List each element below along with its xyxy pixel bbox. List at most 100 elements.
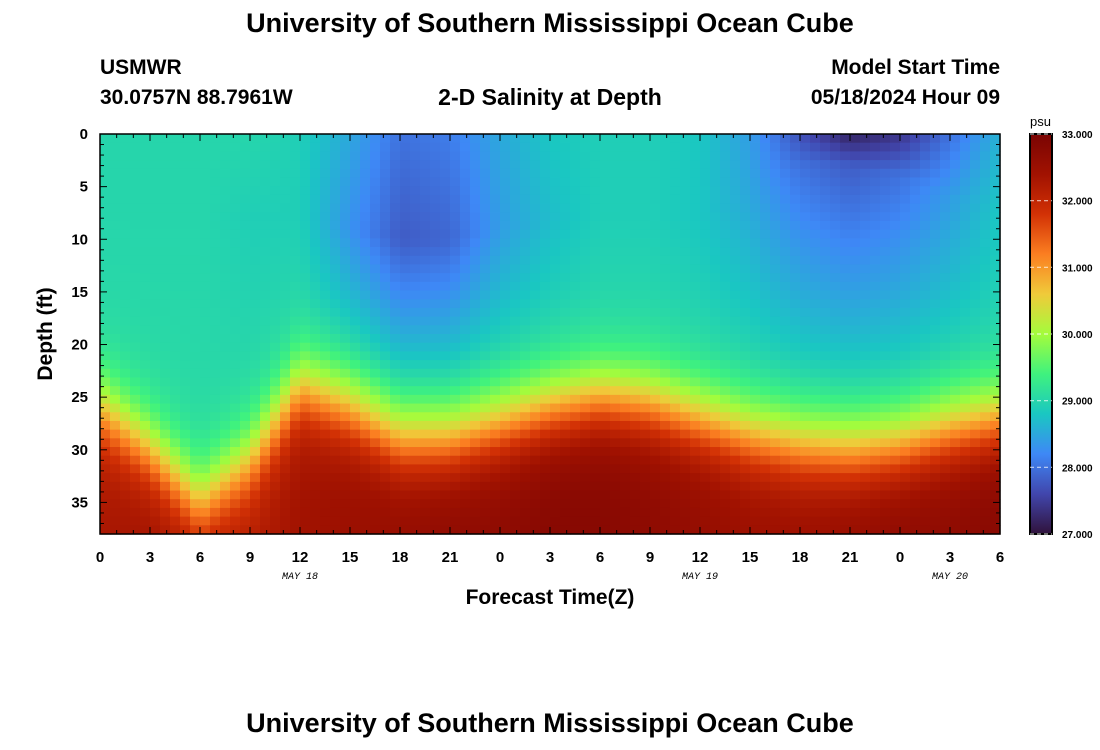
heatmap-cell xyxy=(250,220,261,231)
heatmap-cell xyxy=(410,447,421,457)
heatmap-cell xyxy=(460,264,471,274)
heatmap-cell xyxy=(440,473,451,483)
heatmap-cell xyxy=(290,273,301,283)
heatmap-cell xyxy=(370,238,381,248)
heatmap-cell xyxy=(230,368,241,379)
heatmap-cell xyxy=(390,273,401,283)
heatmap-cell xyxy=(400,220,411,231)
heatmap-cell xyxy=(430,360,441,370)
heatmap-cell xyxy=(870,151,881,161)
heatmap-cell xyxy=(560,264,571,274)
heatmap-cell xyxy=(770,290,781,300)
heatmap-cell xyxy=(720,325,731,335)
heatmap-cell xyxy=(180,168,191,179)
x-tick-label: 6 xyxy=(996,549,1004,566)
heatmap-cell xyxy=(800,255,811,266)
heatmap-cell xyxy=(970,377,981,387)
heatmap-cell xyxy=(540,507,551,518)
heatmap-cell xyxy=(400,273,411,283)
heatmap-cell xyxy=(300,438,311,448)
heatmap-cell xyxy=(470,464,481,474)
heatmap-cell xyxy=(490,316,501,326)
heatmap-cell xyxy=(970,255,981,266)
heatmap-cell xyxy=(200,420,211,431)
heatmap-cell xyxy=(280,177,291,187)
heatmap-cell xyxy=(800,377,811,387)
heatmap-cell xyxy=(660,186,671,196)
heatmap-cell xyxy=(590,368,601,379)
heatmap-cell xyxy=(910,290,921,300)
heatmap-cell xyxy=(120,525,131,535)
heatmap-cell xyxy=(290,247,301,257)
heatmap-cell xyxy=(940,481,951,492)
heatmap-cell xyxy=(570,351,581,361)
heatmap-cell xyxy=(510,273,521,283)
heatmap-cell xyxy=(850,386,861,396)
heatmap-cell xyxy=(800,447,811,457)
heatmap-cell xyxy=(760,134,771,144)
heatmap-cell xyxy=(160,194,171,205)
heatmap-cell xyxy=(310,499,321,509)
heatmap-cell xyxy=(110,281,121,292)
heatmap-cell xyxy=(440,290,451,300)
heatmap-cell xyxy=(530,403,541,413)
heatmap-cell xyxy=(350,134,361,144)
heatmap-cell xyxy=(950,525,961,535)
heatmap-cell xyxy=(450,412,461,422)
heatmap-cell xyxy=(530,238,541,248)
heatmap-cell xyxy=(860,151,871,161)
heatmap-cell xyxy=(470,247,481,257)
heatmap-cell xyxy=(760,490,771,500)
heatmap-cell xyxy=(460,273,471,283)
heatmap-cell xyxy=(970,516,981,526)
heatmap-cell xyxy=(260,134,271,144)
heatmap-cell xyxy=(880,525,891,535)
heatmap-cell xyxy=(850,290,861,300)
heatmap-cell xyxy=(760,403,771,413)
heatmap-cell xyxy=(840,255,851,266)
heatmap-cell xyxy=(810,481,821,492)
heatmap-cell xyxy=(980,351,991,361)
heatmap-cell xyxy=(900,516,911,526)
heatmap-cell xyxy=(290,464,301,474)
heatmap-cell xyxy=(400,168,411,179)
heatmap-cell xyxy=(840,394,851,405)
heatmap-cell xyxy=(850,194,861,205)
heatmap-cell xyxy=(510,429,521,439)
heatmap-cell xyxy=(770,525,781,535)
heatmap-cell xyxy=(150,429,161,439)
heatmap-cell xyxy=(510,464,521,474)
heatmap-cell xyxy=(980,438,991,448)
heatmap-cell xyxy=(670,525,681,535)
heatmap-cell xyxy=(820,342,831,352)
heatmap-cell xyxy=(920,334,931,344)
heatmap-cell xyxy=(250,499,261,509)
heatmap-cell xyxy=(710,220,721,231)
heatmap-cell xyxy=(210,386,221,396)
heatmap-cell xyxy=(340,290,351,300)
heatmap-cell xyxy=(490,264,501,274)
heatmap-cell xyxy=(430,481,441,492)
heatmap-cell xyxy=(840,186,851,196)
heatmap-cell xyxy=(360,368,371,379)
heatmap-cell xyxy=(580,342,591,352)
heatmap-cell xyxy=(750,255,761,266)
heatmap-cell xyxy=(270,377,281,387)
heatmap-cell xyxy=(500,334,511,344)
heatmap-cell xyxy=(180,264,191,274)
heatmap-cell xyxy=(690,273,701,283)
heatmap-cell xyxy=(360,403,371,413)
heatmap-cell xyxy=(620,177,631,187)
heatmap-cell xyxy=(940,290,951,300)
heatmap-cell xyxy=(120,368,131,379)
heatmap-cell xyxy=(480,525,491,535)
heatmap-cell xyxy=(520,290,531,300)
heatmap-cell xyxy=(110,220,121,231)
heatmap-cell xyxy=(790,507,801,518)
heatmap-cell xyxy=(780,447,791,457)
heatmap-cell xyxy=(350,299,361,309)
heatmap-cell xyxy=(480,273,491,283)
heatmap-cell xyxy=(810,290,821,300)
heatmap-cell xyxy=(200,194,211,205)
heatmap-cell xyxy=(170,368,181,379)
